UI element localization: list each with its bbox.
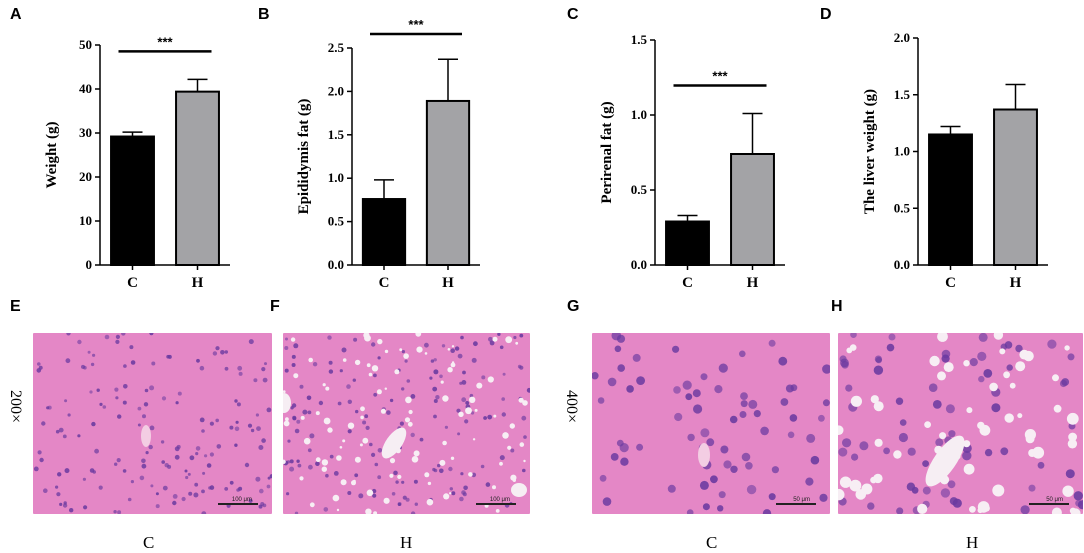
panel-letter-e: E: [10, 298, 21, 315]
bar-chart-svg: 0 10 20 30 40 50 Weight (g) C H ***: [44, 34, 230, 291]
tissue-gap: [511, 483, 527, 497]
y-tick-label: 1.0: [631, 107, 647, 122]
y-axis-title: Weight (g): [44, 121, 60, 188]
bar-chart-svg: 0.0 0.5 1.0 1.5 2.0 The liver weight (g) C H: [862, 30, 1048, 291]
bar-c: [928, 133, 973, 266]
y-tick-label: 1.5: [894, 87, 911, 102]
y-tick-label: 40: [79, 81, 92, 96]
panel-letter-a: A: [10, 6, 22, 23]
panel-letter-b: B: [258, 6, 270, 23]
y-tick-label: 1.0: [328, 170, 344, 185]
panel-letter-f: F: [270, 298, 280, 315]
micrograph-g: 50 μm: [592, 333, 830, 514]
y-tick-label: 20: [79, 169, 92, 184]
y-tick-label: 0.5: [631, 182, 648, 197]
chart-a: 0 10 20 30 40 50 Weight (g) C H ***: [30, 30, 250, 300]
tissue-svg: [33, 333, 272, 514]
chart-b: 0.0 0.5 1.0 1.5 2.0 2.5 Epididymis fat (g) C H **…: [280, 17, 500, 300]
micrograph-g-group-label: C: [706, 533, 718, 552]
significance-marker: ***: [408, 17, 424, 32]
x-tick-label: H: [1010, 275, 1022, 291]
y-tick-label: 2.0: [328, 83, 344, 98]
panel-letter-h: H: [831, 298, 843, 315]
micrograph-e-group-label: C: [143, 533, 155, 552]
x-tick-label: H: [747, 275, 759, 291]
y-tick-label: 0.5: [894, 200, 911, 215]
he-stain-texture: [33, 333, 272, 514]
y-tick-label: 0.5: [328, 214, 345, 229]
significance-marker: ***: [157, 34, 173, 49]
bar-h: [993, 108, 1038, 266]
bar-c: [110, 135, 155, 266]
scale-bar-label: 50 μm: [793, 497, 810, 503]
micrograph-h-group-label: H: [966, 533, 979, 552]
tissue-gap: [283, 393, 291, 413]
y-tick-label: 1.5: [328, 127, 345, 142]
he-stain-texture: [838, 333, 1083, 514]
he-stain-texture: [592, 333, 830, 514]
bar-h: [730, 153, 775, 266]
magnification-200-label: 200×: [7, 390, 24, 424]
x-tick-label: C: [379, 275, 390, 291]
x-tick-label: H: [442, 275, 454, 291]
bar-chart-svg: 0.0 0.5 1.0 1.5 2.0 2.5 Epididymis fat (g) C H **…: [296, 17, 480, 291]
chart-c: 0.0 0.5 1.0 1.5 Perirenal fat (g) C H ***: [585, 30, 805, 300]
x-tick-label: C: [682, 275, 693, 291]
y-tick-label: 0.0: [894, 257, 910, 272]
panel-letter-c: C: [567, 6, 579, 23]
y-axis-title: Perirenal fat (g): [599, 101, 615, 203]
scale-bar: [1029, 503, 1069, 505]
scale-bar: [476, 503, 516, 505]
significance-marker: ***: [712, 69, 728, 84]
scale-bar-label: 100 μm: [489, 497, 510, 503]
scale-bar-label: 100 μm: [231, 497, 252, 503]
y-tick-label: 2.0: [894, 30, 910, 45]
bar-c: [361, 198, 407, 266]
micrograph-h: 50 μm: [838, 333, 1083, 514]
bar-c: [665, 220, 710, 266]
bar-chart-svg: 0.0 0.5 1.0 1.5 Perirenal fat (g) C H ***: [599, 32, 785, 291]
scale-bar-label: 50 μm: [1046, 497, 1063, 503]
y-tick-label: 1.5: [631, 32, 648, 47]
y-tick-label: 1.0: [894, 144, 910, 159]
y-tick-label: 0.0: [328, 257, 344, 272]
y-axis-title: The liver weight (g): [862, 89, 878, 214]
x-tick-label: H: [192, 275, 204, 291]
y-axis-title: Epididymis fat (g): [296, 99, 312, 215]
micrograph-e: 100 μm: [33, 333, 272, 514]
y-tick-label: 10: [79, 213, 92, 228]
scale-bar: [218, 503, 258, 505]
panel-letter-d: D: [820, 6, 832, 23]
x-tick-label: C: [945, 275, 956, 291]
bar-h: [175, 90, 220, 266]
micrograph-f-group-label: H: [400, 533, 413, 552]
central-vein: [141, 425, 151, 447]
y-tick-label: 50: [79, 37, 92, 52]
y-tick-label: 0.0: [631, 257, 647, 272]
chart-d: 0.0 0.5 1.0 1.5 2.0 The liver weight (g) C H: [840, 30, 1060, 300]
y-tick-label: 0: [86, 257, 93, 272]
panel-letter-g: G: [567, 298, 580, 315]
tissue-svg: [592, 333, 830, 514]
he-stain-texture: [283, 333, 530, 514]
micrograph-f: 100 μm: [283, 333, 530, 514]
bar-h: [425, 99, 471, 266]
magnification-400-label: 400×: [563, 390, 580, 424]
scale-bar: [776, 503, 816, 505]
central-vein: [698, 443, 710, 467]
y-tick-label: 2.5: [328, 40, 345, 55]
x-tick-label: C: [127, 275, 138, 291]
tissue-svg: [283, 333, 530, 514]
y-tick-label: 30: [79, 125, 92, 140]
tissue-svg: [838, 333, 1083, 514]
